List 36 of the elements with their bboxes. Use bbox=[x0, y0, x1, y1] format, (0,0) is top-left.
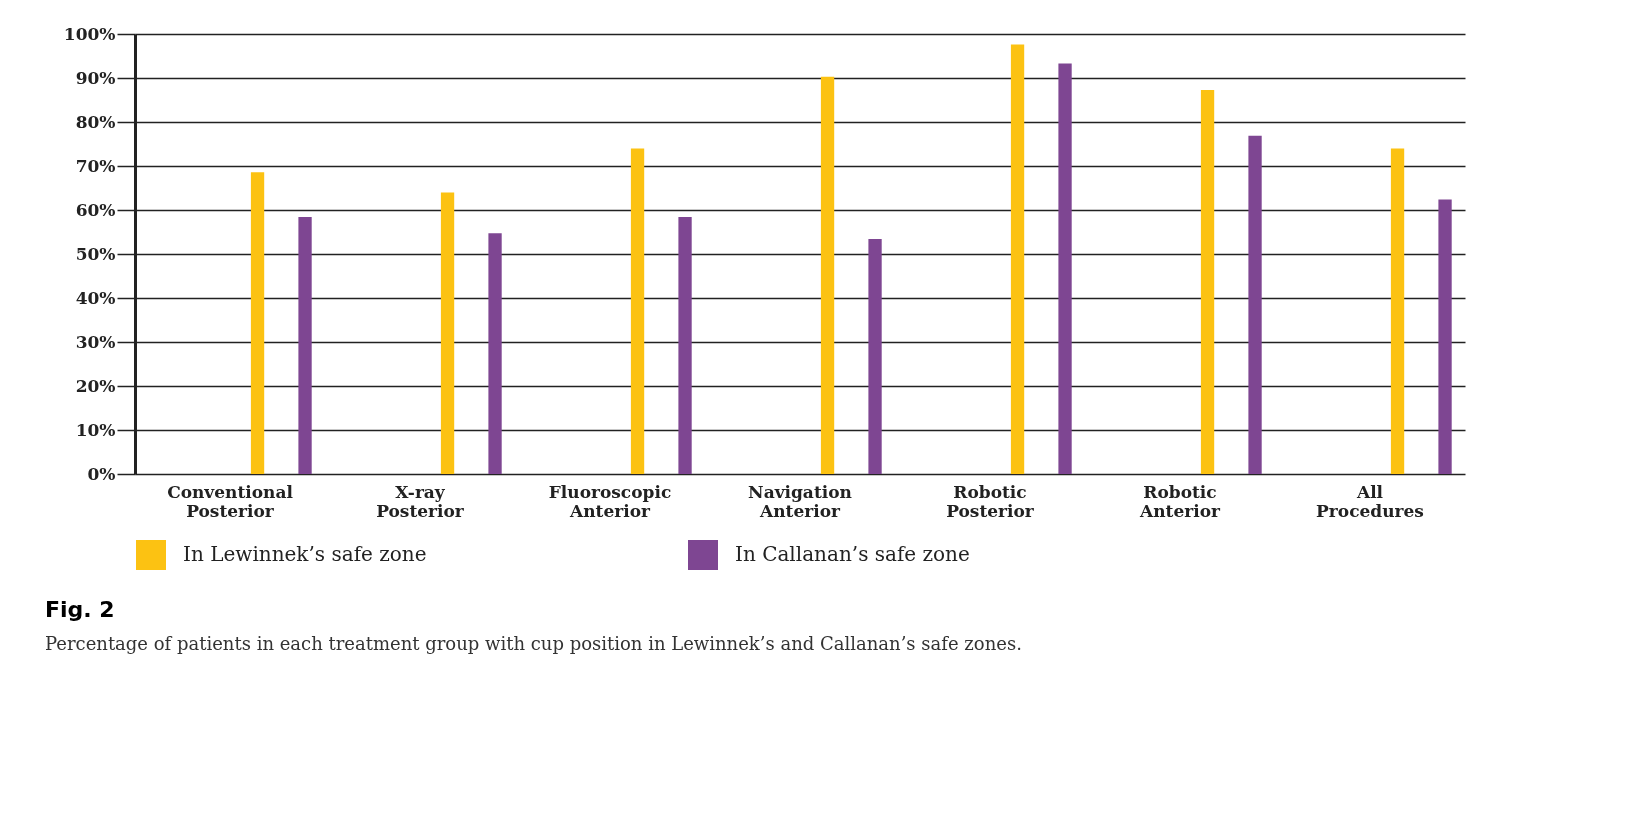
bar bbox=[678, 217, 692, 474]
x-tick-label: Navigation Anterior bbox=[748, 481, 852, 521]
bar bbox=[820, 76, 835, 474]
y-tick-label: 10% bbox=[75, 419, 116, 440]
x-tick-label: All Procedures bbox=[1316, 481, 1424, 521]
bar bbox=[488, 233, 502, 474]
bar bbox=[298, 217, 312, 474]
bar bbox=[630, 148, 645, 474]
y-tick-label: 70% bbox=[75, 155, 116, 176]
bar bbox=[250, 172, 265, 474]
x-tick-label: Fluoroscopic Anterior bbox=[548, 481, 672, 521]
text: Fig. 2 bbox=[45, 597, 115, 622]
x-tick-label: Robotic Anterior bbox=[1139, 481, 1221, 521]
y-tick-label: 50% bbox=[75, 243, 116, 264]
y-tick-label: 80% bbox=[75, 111, 116, 132]
legend-label: In Callanan’s safe zone bbox=[735, 542, 970, 566]
y-tick-label: 0% bbox=[87, 463, 116, 484]
x-tick-label: X-ray Posterior bbox=[376, 481, 465, 521]
y-tick-label: 90% bbox=[75, 67, 116, 88]
bar bbox=[440, 192, 455, 474]
bar bbox=[1058, 63, 1072, 474]
y-tick-label: 60% bbox=[75, 199, 116, 220]
bar bbox=[1438, 199, 1452, 474]
legend-label: In Lewinnek’s safe zone bbox=[183, 542, 427, 566]
x-tick-label: Robotic Posterior bbox=[946, 481, 1035, 521]
y-tick-label: 20% bbox=[75, 375, 116, 396]
text: Percentage of patients in each treatment group with cup position in Lewinnek’s and Callanan’s safe zones. bbox=[45, 633, 1022, 654]
y-tick-label: 30% bbox=[75, 331, 116, 352]
bar bbox=[1010, 44, 1025, 474]
bar bbox=[1200, 89, 1215, 474]
bar bbox=[1248, 135, 1262, 474]
bar bbox=[1390, 148, 1405, 474]
bar bbox=[868, 239, 882, 474]
y-tick-label: 40% bbox=[75, 287, 116, 308]
x-tick-label: Conventional Posterior bbox=[167, 481, 294, 521]
y-tick-label: 100% bbox=[63, 23, 116, 44]
